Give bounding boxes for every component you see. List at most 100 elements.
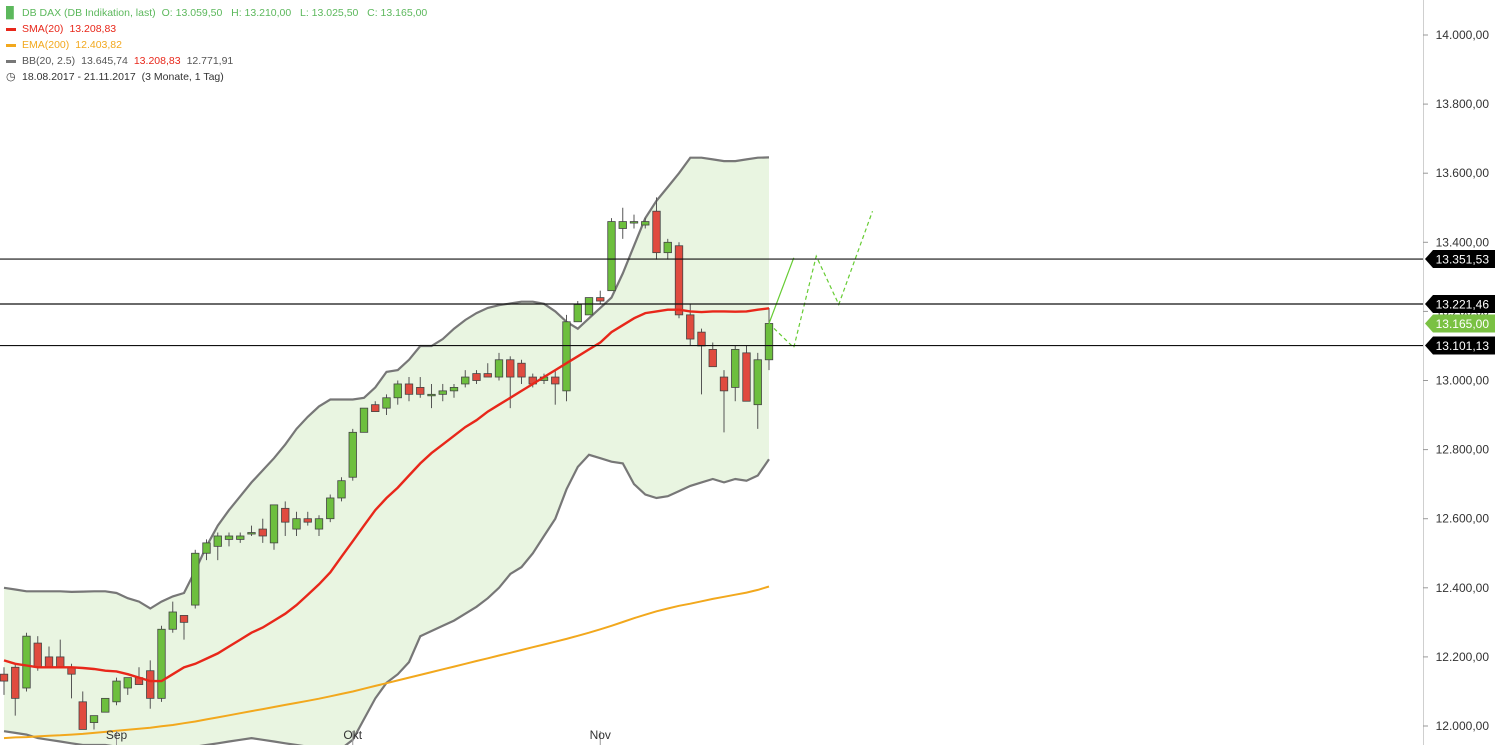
candle-body (314, 518, 324, 530)
candle-body (168, 611, 177, 630)
candle-body (44, 656, 54, 668)
ema200-line (3, 585, 770, 740)
instrument-ohlc: O: 13.059,50 H: 13.210,00 L: 13.025,50 C… (161, 7, 428, 19)
candle (22, 632, 31, 692)
candle-body (123, 677, 132, 689)
candle-body (101, 697, 110, 713)
last-price-label: 13.165,00 (1425, 314, 1495, 333)
candle-body (191, 552, 200, 606)
candle-body (78, 701, 87, 730)
last-price-label-bg (1425, 314, 1495, 333)
hline-label-1-text: 13.221,46 (1436, 297, 1490, 311)
candle (404, 377, 414, 402)
candle-body (202, 542, 211, 554)
candle-body (686, 314, 695, 340)
y-tick-label: 13.400,00 (1436, 235, 1490, 249)
candle-body (517, 362, 526, 378)
instrument-name: DB DAX (DB Indikation, last) (22, 7, 156, 19)
candle-body (224, 535, 234, 540)
candle (179, 615, 189, 640)
hline-label-1: 13.221,46 (1425, 294, 1495, 313)
candle (652, 197, 661, 260)
candle-body (179, 615, 189, 623)
y-tick-label: 12.400,00 (1436, 581, 1490, 595)
candle (146, 660, 155, 709)
candle-body (236, 535, 245, 540)
candle-body (584, 297, 594, 316)
candlesticks (0, 197, 774, 730)
hline-label-1-bg (1425, 294, 1495, 313)
candle (314, 515, 324, 536)
candle-body (753, 359, 762, 406)
candle (371, 401, 380, 412)
candle-body (461, 376, 470, 385)
sma-swatch (6, 27, 16, 31)
candle (292, 511, 301, 536)
y-tick-label: 12.200,00 (1436, 650, 1490, 664)
period-range: 18.08.2017 - 21.11.2017 (22, 71, 136, 83)
horizontal-price-lines[interactable] (0, 258, 1423, 347)
candlestick-icon: █ (6, 6, 14, 19)
candle-body (618, 221, 627, 229)
candle-body (348, 431, 357, 478)
candle (427, 383, 436, 409)
legend-period: ◷ 18.08.2017 - 21.11.2017 (3 Monate, 1 T… (6, 69, 427, 85)
y-tick-label: 12.600,00 (1436, 512, 1490, 526)
candle-body (359, 407, 369, 433)
candle (123, 677, 132, 695)
candle (101, 697, 110, 713)
candle (461, 370, 470, 388)
candle-body (663, 241, 672, 254)
hline-label-2-bg (1425, 336, 1495, 355)
candle-body (258, 528, 267, 537)
candle (247, 525, 256, 536)
candle (629, 214, 639, 229)
candle-body (303, 518, 312, 523)
candle (202, 539, 211, 561)
candle (112, 677, 121, 706)
candle (584, 297, 594, 316)
candle (303, 511, 312, 526)
x-tick-label: Okt (343, 728, 362, 742)
y-tick-label: 13.800,00 (1436, 97, 1490, 111)
candle (236, 532, 245, 543)
candle (382, 394, 391, 416)
candle-body (719, 376, 729, 392)
candle-body (157, 628, 166, 699)
candle-body (269, 504, 279, 544)
candle (224, 532, 234, 547)
hline-label-0-text: 13.351,53 (1436, 253, 1490, 267)
candle (719, 370, 729, 433)
bb-upper-line (3, 156, 770, 610)
candle-body (641, 221, 650, 226)
candle-body (112, 680, 121, 703)
candle-body (393, 383, 402, 399)
candle (168, 601, 177, 633)
candle (618, 207, 627, 239)
chart-legend: █ DB DAX (DB Indikation, last) O: 13.059… (6, 5, 427, 85)
candle (562, 314, 571, 402)
y-tick-label: 13.600,00 (1436, 166, 1490, 180)
legend-sma: SMA(20) 13.208,83 (6, 21, 427, 37)
candle-body (674, 245, 684, 316)
candle-body (708, 349, 717, 368)
candle (517, 359, 526, 384)
candle (348, 428, 357, 481)
candle (337, 477, 346, 502)
candle-body (607, 221, 616, 292)
candle-body (292, 518, 301, 530)
candle (89, 715, 99, 730)
last-price-label-text: 13.165,00 (1436, 317, 1490, 331)
candle-body (337, 480, 346, 499)
candle-body (146, 670, 155, 699)
x-tick-label: Nov (590, 728, 611, 742)
candle (663, 238, 672, 260)
candle-body (247, 532, 256, 535)
period-span: (3 Monate, 1 Tag) (141, 71, 224, 83)
ema-label: EMA(200) (22, 39, 70, 51)
candle-body (562, 321, 571, 392)
candle (191, 549, 200, 609)
sma20-line (3, 307, 770, 683)
y-tick-label: 13.000,00 (1436, 374, 1490, 388)
